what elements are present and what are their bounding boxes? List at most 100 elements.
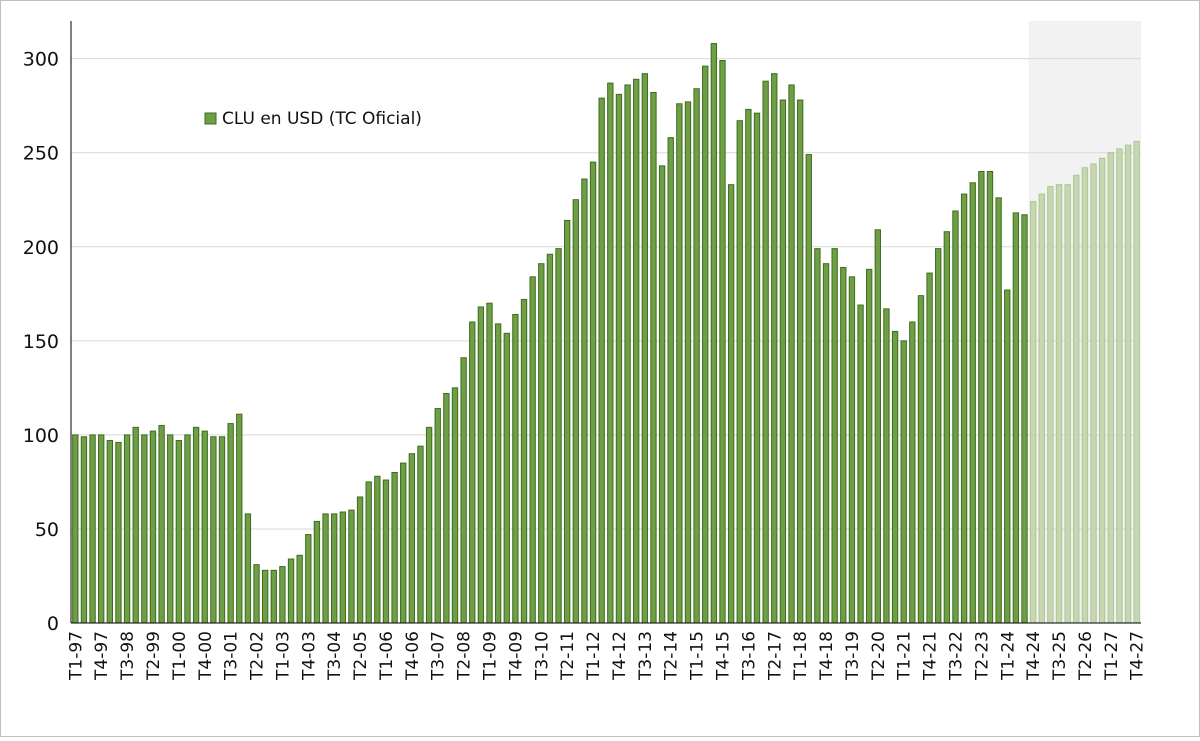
- bar-T2-13: [633, 78, 640, 624]
- x-tick-label: T2-99: [144, 631, 164, 681]
- bar-T3-01: [227, 423, 234, 624]
- bar-T2-21: [909, 321, 916, 624]
- bar-T3-14: [676, 103, 683, 624]
- bar-T2-11: [563, 219, 571, 624]
- bar-T2-24: [1012, 212, 1020, 624]
- bar-T2-02: [253, 564, 260, 624]
- bar-T3-22: [952, 210, 959, 624]
- bar-T3-04: [331, 513, 338, 624]
- bar-T4-27: [1133, 140, 1140, 624]
- bar-T3-11: [572, 199, 579, 624]
- y-tick-label: 200: [23, 237, 59, 259]
- legend-label: CLU en USD (TC Oficial): [222, 109, 422, 129]
- bar-T1-05: [348, 509, 355, 624]
- bar-T1-00: [175, 440, 183, 624]
- x-tick-label: T1-09: [481, 631, 501, 681]
- bar-T1-07: [417, 445, 424, 624]
- x-tick-label: T1-06: [377, 631, 397, 681]
- bar-T1-03: [279, 566, 286, 624]
- bar-T2-10: [529, 276, 536, 624]
- x-tick-label: T4-18: [817, 631, 837, 681]
- bar-T2-00: [184, 434, 191, 624]
- bar-T4-08: [477, 306, 485, 624]
- bar-T4-20: [891, 330, 899, 624]
- bar-T2-99: [149, 430, 157, 624]
- bar-T3-10: [538, 263, 545, 624]
- bar-T1-27: [1107, 152, 1114, 624]
- bar-T2-27: [1116, 148, 1123, 624]
- bar-T1-18: [796, 99, 804, 624]
- bar-T3-99: [158, 424, 165, 624]
- x-tick-label: T1-24: [998, 631, 1018, 681]
- x-tick-label: T2-14: [662, 631, 682, 681]
- bar-T1-11: [555, 248, 562, 624]
- x-tick-label: T4-21: [921, 631, 941, 681]
- bar-T4-97: [98, 434, 105, 624]
- x-tick-label: T4-24: [1024, 631, 1044, 681]
- bar-T3-23: [986, 171, 994, 624]
- x-tick-label: T2-05: [351, 631, 371, 681]
- bar-T2-97: [80, 436, 88, 624]
- y-tick-label: 150: [23, 331, 59, 353]
- bar-T1-97: [72, 434, 79, 624]
- x-tick-label: T3-16: [739, 631, 759, 681]
- bar-T3-25: [1055, 184, 1063, 624]
- y-tick-label: 0: [47, 613, 59, 635]
- bar-T4-01: [236, 413, 243, 624]
- x-tick-label: T4-27: [1128, 631, 1148, 681]
- y-tick-label: 100: [23, 425, 59, 447]
- x-tick-label: T3-22: [946, 631, 966, 681]
- bar-T4-00: [201, 430, 208, 624]
- bar-T1-99: [141, 434, 148, 624]
- bar-T3-03: [296, 554, 303, 624]
- x-tick-label: T4-06: [403, 631, 423, 681]
- bar-T3-13: [641, 73, 649, 624]
- x-tick-label: T2-17: [765, 631, 785, 681]
- bar-T4-07: [443, 392, 450, 624]
- x-tick-label: T3-01: [222, 631, 242, 681]
- bar-T3-07: [434, 408, 441, 624]
- bar-T1-98: [106, 440, 114, 624]
- x-tick-label: T2-02: [248, 631, 268, 681]
- bar-T3-05: [365, 481, 372, 624]
- bar-T3-17: [779, 99, 787, 624]
- bar-T2-09: [494, 323, 502, 624]
- bar-T4-05: [374, 475, 381, 624]
- bar-T1-09: [486, 302, 493, 624]
- bar-T3-27: [1124, 144, 1132, 624]
- bar-T1-12: [589, 161, 597, 624]
- bar-T4-11: [581, 178, 588, 624]
- bar-T3-16: [745, 108, 752, 624]
- bar-T3-24: [1021, 214, 1028, 624]
- bar-T4-21: [926, 272, 933, 624]
- x-tick-label: T3-13: [636, 631, 656, 681]
- x-tick-label: T2-11: [558, 631, 578, 681]
- x-tick-label: T4-12: [610, 631, 630, 681]
- bar-T3-06: [400, 462, 407, 624]
- bar-T3-12: [607, 82, 614, 624]
- legend-swatch: [204, 112, 217, 125]
- x-tick-label: T3-10: [532, 631, 552, 681]
- bar-T4-03: [305, 534, 312, 624]
- x-tick-label: T4-03: [299, 631, 319, 681]
- x-tick-label: T2-08: [455, 631, 475, 681]
- x-tick-label: T3-19: [843, 631, 863, 681]
- bar-T1-01: [210, 436, 217, 624]
- bar-T2-17: [771, 73, 778, 624]
- axes: [70, 21, 1141, 624]
- bar-T2-15: [702, 65, 709, 624]
- bar-T4-10: [546, 253, 554, 624]
- bar-T2-26: [1081, 167, 1089, 624]
- bar-T1-22: [935, 248, 942, 624]
- bar-T4-18: [822, 263, 830, 624]
- bar-T4-99: [167, 434, 174, 624]
- x-tick-label: T1-00: [170, 631, 190, 681]
- bar-T4-24: [1029, 201, 1037, 624]
- bar-T3-97: [89, 434, 96, 624]
- bar-T4-23: [995, 197, 1002, 624]
- bar-T2-14: [667, 137, 674, 624]
- y-tick-label: 50: [35, 519, 59, 541]
- bar-T2-07: [425, 426, 433, 624]
